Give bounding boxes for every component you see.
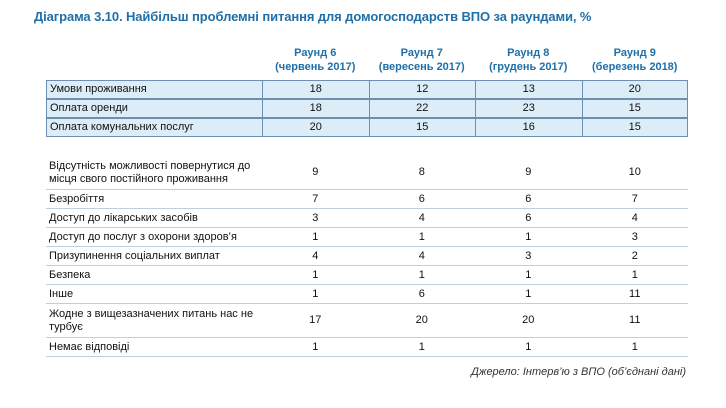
column-header: Раунд 8 (грудень 2017) [475, 42, 582, 80]
row-label: Немає відповіді [46, 338, 262, 357]
column-period: (грудень 2017) [489, 61, 568, 73]
value-cell: 7 [581, 190, 688, 209]
table-row: Безпека 1 1 1 1 [46, 266, 688, 285]
value-cell: 9 [262, 156, 369, 190]
chart-title: Діаграма 3.10. Найбільш проблемні питанн… [34, 9, 592, 24]
row-label: Безробіття [46, 190, 262, 209]
data-table: Раунд 6 (червень 2017) Раунд 7 (вересень… [46, 42, 688, 357]
row-label: Оплата оренди [46, 99, 262, 118]
value-cell: 6 [475, 209, 582, 228]
table-row: Відсутність можливості повернутися до мі… [46, 156, 688, 190]
value-cell: 1 [262, 338, 369, 357]
value-cell: 1 [581, 266, 688, 285]
column-header: Раунд 6 (червень 2017) [262, 42, 369, 80]
table-row: Умови проживання 18 12 13 20 [46, 80, 688, 99]
value-cell: 4 [368, 209, 475, 228]
value-cell: 6 [368, 190, 475, 209]
column-round: Раунд 7 [400, 47, 443, 59]
row-label: Безпека [46, 266, 262, 285]
value-cell: 3 [475, 247, 582, 266]
value-cell: 10 [581, 156, 688, 190]
value-cell: 1 [368, 228, 475, 247]
row-label: Доступ до лікарських засобів [46, 209, 262, 228]
column-period: (березень 2018) [592, 61, 678, 73]
value-cell: 20 [262, 118, 369, 137]
value-cell: 1 [262, 228, 369, 247]
table-row: Оплата комунальних послуг 20 15 16 15 [46, 118, 688, 137]
value-cell: 3 [581, 228, 688, 247]
row-label: Жодне з вищезазначених питань нас не тур… [46, 304, 262, 338]
table-body: Умови проживання 18 12 13 20 Оплата оренди 18 2… [46, 80, 688, 357]
value-cell: 15 [581, 118, 688, 137]
source-note: Джерело: Інтерв’ю з ВПО (об’єднані дані) [471, 366, 686, 378]
value-cell: 2 [581, 247, 688, 266]
table-row: Безробіття 7 6 6 7 [46, 190, 688, 209]
table-row: Інше 1 6 1 11 [46, 285, 688, 304]
table-row: Оплата оренди 18 22 23 15 [46, 99, 688, 118]
value-cell: 12 [368, 80, 475, 99]
value-cell: 16 [475, 118, 582, 137]
table-row: Немає відповіді 1 1 1 1 [46, 338, 688, 357]
value-cell: 18 [262, 80, 369, 99]
value-cell: 1 [368, 338, 475, 357]
spacer-row [46, 137, 688, 156]
value-cell: 4 [262, 247, 369, 266]
row-label: Умови проживання [46, 80, 262, 99]
value-cell: 22 [368, 99, 475, 118]
value-cell: 15 [368, 118, 475, 137]
value-cell: 23 [475, 99, 582, 118]
value-cell: 1 [475, 228, 582, 247]
value-cell: 4 [368, 247, 475, 266]
value-cell: 18 [262, 99, 369, 118]
value-cell: 1 [581, 338, 688, 357]
row-label: Інше [46, 285, 262, 304]
value-cell: 8 [368, 156, 475, 190]
value-cell: 17 [262, 304, 369, 338]
value-cell: 3 [262, 209, 369, 228]
value-cell: 1 [262, 285, 369, 304]
header-corner [46, 42, 262, 80]
value-cell: 15 [581, 99, 688, 118]
column-header: Раунд 7 (вересень 2017) [369, 42, 476, 80]
value-cell: 1 [475, 285, 582, 304]
column-header: Раунд 9 (березень 2018) [582, 42, 689, 80]
value-cell: 1 [368, 266, 475, 285]
table-row: Доступ до послуг з охорони здоров’я 1 1 1 3 [46, 228, 688, 247]
row-label: Призупинення соціальних виплат [46, 247, 262, 266]
column-round: Раунд 6 [294, 47, 337, 59]
value-cell: 7 [262, 190, 369, 209]
value-cell: 11 [581, 285, 688, 304]
value-cell: 9 [475, 156, 582, 190]
value-cell: 6 [368, 285, 475, 304]
row-label: Доступ до послуг з охорони здоров’я [46, 228, 262, 247]
value-cell: 4 [581, 209, 688, 228]
column-period: (вересень 2017) [378, 61, 465, 73]
value-cell: 1 [475, 338, 582, 357]
row-label: Відсутність можливості повернутися до мі… [46, 156, 262, 190]
value-cell: 11 [581, 304, 688, 338]
value-cell: 1 [262, 266, 369, 285]
column-period: (червень 2017) [275, 61, 356, 73]
value-cell: 6 [475, 190, 582, 209]
value-cell: 20 [368, 304, 475, 338]
value-cell: 13 [475, 80, 582, 99]
header-row: Раунд 6 (червень 2017) Раунд 7 (вересень… [46, 42, 688, 80]
column-round: Раунд 8 [507, 47, 550, 59]
value-cell: 20 [581, 80, 688, 99]
row-label: Оплата комунальних послуг [46, 118, 262, 137]
table-row: Жодне з вищезазначених питань нас не тур… [46, 304, 688, 338]
table-row: Призупинення соціальних виплат 4 4 3 2 [46, 247, 688, 266]
value-cell: 20 [475, 304, 582, 338]
value-cell: 1 [475, 266, 582, 285]
table-row: Доступ до лікарських засобів 3 4 6 4 [46, 209, 688, 228]
column-round: Раунд 9 [613, 47, 656, 59]
